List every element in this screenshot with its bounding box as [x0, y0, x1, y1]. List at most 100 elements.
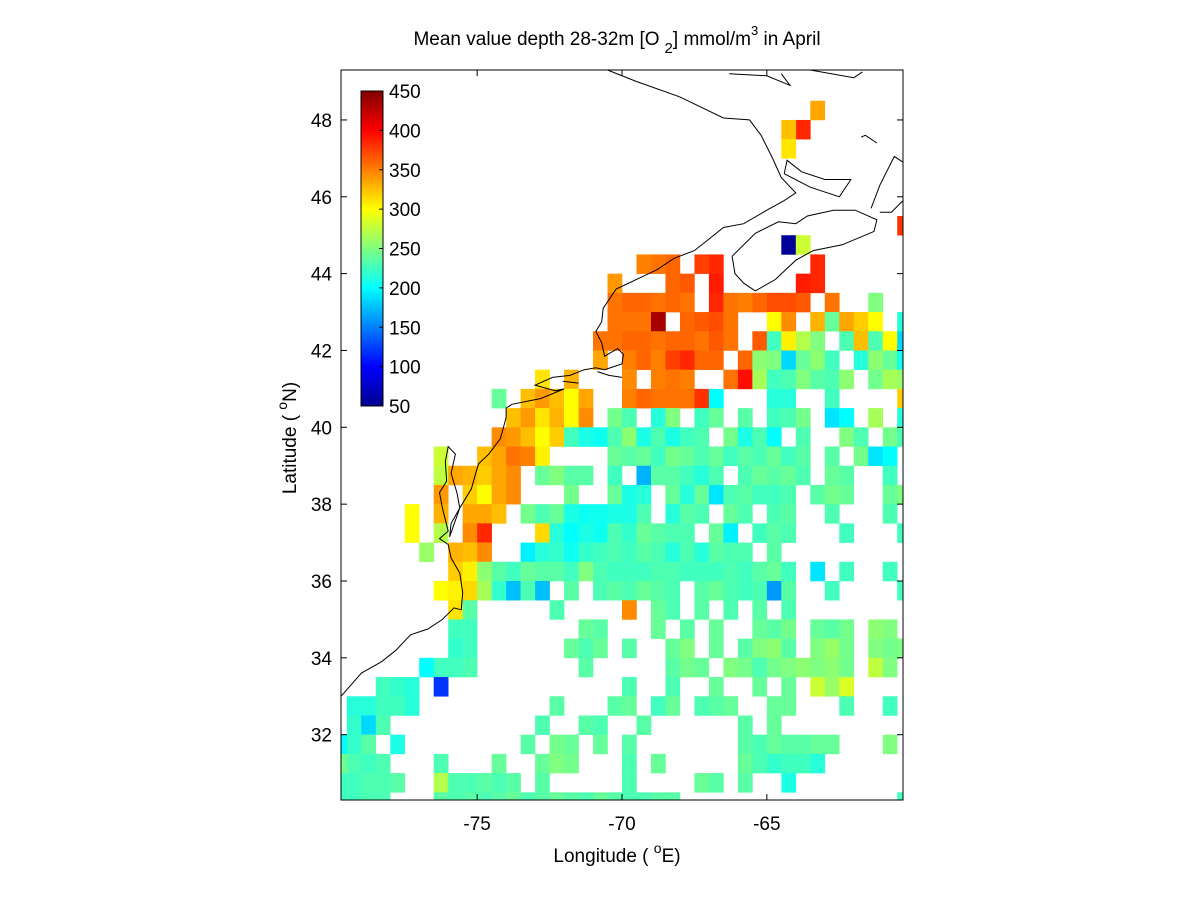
heatmap-cell [622, 331, 637, 351]
coastline-segment [870, 155, 904, 209]
heatmap-cell [723, 484, 739, 505]
heatmap-cell [549, 427, 565, 447]
heatmap-cell [810, 100, 826, 121]
colorbar-ticks: 50 100 150 200 250 300 350 400 450 [379, 82, 421, 418]
heatmap-cell [622, 696, 637, 716]
heatmap-cell [390, 734, 406, 755]
heatmap-cell [708, 350, 724, 370]
heatmap-cell [897, 312, 904, 332]
heatmap-cell [766, 312, 782, 332]
heatmap-cell [665, 561, 681, 582]
y-tick-label: 34 [311, 649, 333, 670]
heatmap-cell [462, 581, 478, 601]
heatmap-cell [535, 715, 550, 735]
heatmap-cell [752, 427, 768, 447]
heatmap-cell [650, 561, 666, 582]
heatmap-cell [549, 542, 565, 563]
heatmap-cell [868, 657, 884, 678]
heatmap-cell [375, 677, 391, 697]
y-tick-label: 42 [311, 341, 332, 362]
heatmap-cell [824, 292, 840, 313]
heatmap-cell [781, 677, 797, 697]
heatmap-cell [882, 734, 898, 755]
heatmap-cell [650, 408, 666, 428]
heatmap-cell [781, 235, 797, 255]
heatmap-cell [824, 504, 840, 524]
heatmap-cell [766, 388, 782, 409]
heatmap-cell [723, 292, 739, 313]
heatmap-cell [752, 600, 768, 620]
heatmap-cell [795, 446, 811, 467]
heatmap-cell [679, 388, 695, 409]
heatmap-cell [723, 523, 739, 543]
heatmap-cell [824, 484, 840, 505]
heatmap-cell [868, 619, 884, 639]
heatmap-cells [341, 100, 904, 801]
heatmap-cell [679, 369, 695, 390]
heatmap-cell [477, 581, 492, 601]
heatmap-cell [737, 369, 753, 390]
heatmap-cell [361, 715, 377, 735]
heatmap-cell [477, 523, 492, 543]
heatmap-cell [564, 523, 579, 543]
heatmap-cell [491, 465, 507, 486]
heatmap-cell [607, 523, 623, 543]
heatmap-cell [341, 792, 348, 801]
heatmap-cell [564, 753, 579, 774]
coastline-segment [787, 69, 863, 79]
heatmap-cell [737, 408, 753, 428]
chart-title: Mean value depth 28-32m [O 2] mmol/m3 in … [413, 23, 820, 57]
heatmap-cell [752, 484, 768, 505]
heatmap-cell [361, 773, 377, 793]
heatmap-cell [462, 561, 478, 582]
heatmap-cell [636, 254, 652, 274]
heatmap-cell [679, 427, 695, 447]
heatmap-cell [694, 254, 710, 274]
heatmap-cell [839, 465, 855, 486]
heatmap-cell [520, 504, 536, 524]
heatmap-cell [650, 542, 666, 563]
heatmap-cell [737, 715, 753, 735]
heatmap-cell [853, 350, 869, 370]
heatmap-cell [549, 734, 565, 755]
heatmap-cell [810, 350, 826, 370]
heatmap-cell [694, 465, 710, 486]
heatmap-cell [506, 792, 521, 801]
heatmap-cell [578, 619, 594, 639]
heatmap-cell [679, 619, 695, 639]
heatmap-cell [781, 292, 797, 313]
heatmap-cell [868, 446, 884, 467]
heatmap-cell [868, 292, 884, 313]
heatmap-cell [341, 734, 348, 755]
heatmap-cell [593, 619, 608, 639]
heatmap-cell [766, 523, 782, 543]
heatmap-cell [882, 446, 898, 467]
heatmap-cell [665, 254, 681, 274]
heatmap-cell [622, 504, 637, 524]
heatmap-cell [723, 542, 739, 563]
heatmap-cell [694, 657, 710, 678]
heatmap-cell [433, 523, 449, 543]
heatmap-cell [665, 696, 681, 716]
heatmap-cell [622, 446, 637, 467]
heatmap-cell [665, 677, 681, 697]
heatmap-cell [622, 523, 637, 543]
heatmap-cell [404, 677, 420, 697]
heatmap-cell [766, 753, 782, 774]
heatmap-cell [723, 696, 739, 716]
heatmap-cell [433, 753, 449, 774]
heatmap-cell [708, 312, 724, 332]
heatmap-cell [679, 350, 695, 370]
heatmap-cell [708, 408, 724, 428]
heatmap-cell [708, 331, 724, 351]
heatmap-cell [549, 600, 565, 620]
heatmap-cell [622, 773, 637, 793]
heatmap-cell [535, 581, 550, 601]
heatmap-cell [694, 600, 710, 620]
heatmap-cell [622, 369, 637, 390]
heatmap-cell [810, 619, 826, 639]
heatmap-cell [766, 581, 782, 601]
heatmap-cell [650, 388, 666, 409]
heatmap-cell [535, 388, 550, 409]
heatmap-cell [636, 715, 652, 735]
